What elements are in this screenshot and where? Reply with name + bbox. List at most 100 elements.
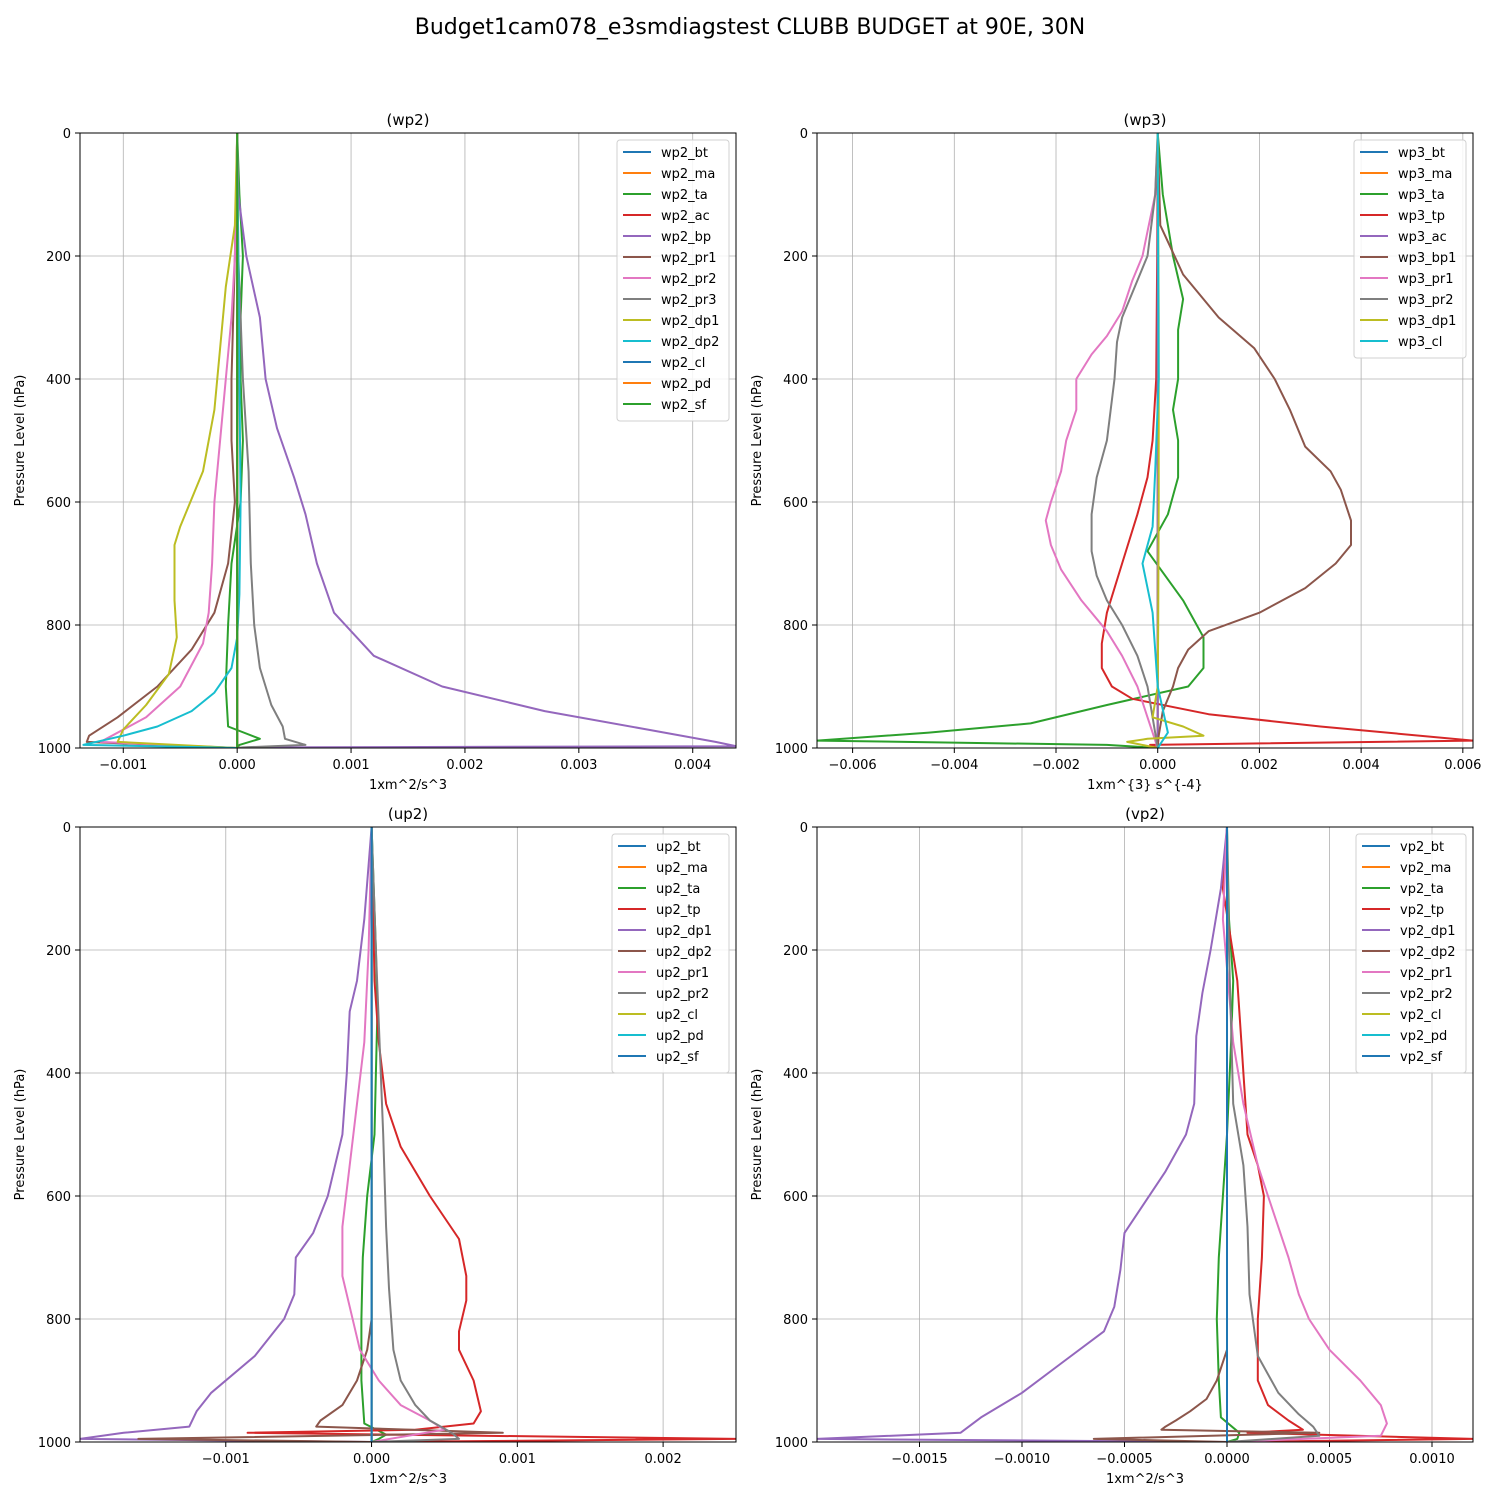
legend-label-wp3_dp1: wp3_dp1 — [1398, 314, 1456, 329]
y-tick-label: 0 — [800, 127, 808, 142]
legend-label-wp2_pr2: wp2_pr2 — [661, 272, 717, 287]
series-line-wp2_pr2 — [99, 133, 239, 748]
legend-label-up2_bt: up2_bt — [656, 840, 701, 855]
y-tick-label: 800 — [783, 619, 808, 634]
series-line-up2_pr1 — [341, 827, 446, 1442]
legend-label-vp2_pd: vp2_pd — [1400, 1029, 1447, 1044]
x-tick-label: −0.002 — [1032, 758, 1080, 773]
y-axis-label: Pressure Level (hPa) — [750, 375, 765, 507]
series-line-wp3_cl — [1141, 133, 1169, 748]
subplot-title: (vp2) — [1125, 805, 1165, 823]
legend-label-wp3_ta: wp3_ta — [1398, 188, 1445, 203]
subplot-vp2: −0.0015 −0.0010 −0.0005 0.0000 0.0005 0.0010 0… — [750, 805, 1474, 1487]
legend-label-vp2_cl: vp2_cl — [1400, 1008, 1441, 1023]
y-tick-label: 600 — [46, 496, 71, 511]
legend-label-wp2_bp: wp2_bp — [661, 230, 711, 245]
series-line-wp3_pr1 — [1044, 133, 1159, 748]
subplot-wp2: −0.001 0.000 0.001 0.002 0.003 0.004 0 200 400 60… — [13, 111, 737, 793]
x-tick-label: 0.0005 — [1307, 1452, 1353, 1467]
y-tick-label: 600 — [46, 1190, 71, 1205]
y-tick-label: 800 — [46, 619, 71, 634]
series-line-wp2_dp2 — [82, 133, 242, 748]
y-tick-label: 1000 — [775, 742, 808, 757]
legend-label-wp2_ma: wp2_ma — [661, 167, 715, 182]
series-line-wp2_ta — [224, 133, 261, 748]
series-line-wp2_pr3 — [236, 133, 307, 748]
legend-label-up2_cl: up2_cl — [656, 1008, 698, 1023]
y-tick-label: 200 — [46, 944, 71, 959]
legend-label-wp2_dp1: wp2_dp1 — [661, 314, 719, 329]
x-tick-label: 0.006 — [1444, 758, 1481, 773]
x-tick-label: 0.003 — [560, 758, 597, 773]
series-group — [817, 133, 1473, 748]
legend-label-wp3_pr2: wp3_pr2 — [1398, 293, 1454, 308]
x-tick-label: −0.0010 — [994, 1452, 1050, 1467]
legend-label-up2_dp1: up2_dp1 — [656, 924, 712, 939]
series-line-vp2_dp2 — [1092, 827, 1321, 1442]
y-tick-label: 800 — [783, 1313, 808, 1328]
axes-frame — [79, 132, 737, 749]
series-line-vp2_ta — [1215, 827, 1241, 1442]
series-line-up2_dp1 — [80, 827, 373, 1442]
series-line-vp2_pr1 — [1221, 827, 1388, 1442]
legend-label-up2_ma: up2_ma — [656, 861, 708, 876]
legend: wp3_bt wp3_ma wp3_ta wp3_tp wp3_ac wp3_bp1 wp3… — [1353, 139, 1467, 359]
legend-label-wp2_bt: wp2_bt — [661, 146, 708, 161]
legend-label-wp2_pd: wp2_pd — [661, 377, 711, 392]
x-axis-label: 1xm^{3} s^{-4} — [1087, 778, 1203, 793]
legend-box — [616, 139, 730, 422]
legend-label-vp2_sf: vp2_sf — [1400, 1050, 1442, 1065]
axes-frame — [816, 132, 1474, 749]
x-tick-label: −0.0015 — [891, 1452, 947, 1467]
series-line-up2_tp — [246, 827, 736, 1442]
legend-label-up2_pr2: up2_pr2 — [656, 987, 709, 1002]
x-axis-label: 1xm^2/s^3 — [369, 778, 447, 793]
y-tick-label: 600 — [783, 1190, 808, 1205]
legend: vp2_bt vp2_ma vp2_ta vp2_tp vp2_dp1 vp2_dp2vp… — [1355, 833, 1467, 1074]
legend-label-up2_ta: up2_ta — [656, 882, 700, 897]
legend-label-vp2_dp1: vp2_dp1 — [1400, 924, 1456, 939]
series-group — [817, 827, 1473, 1442]
y-axis-label: Pressure Level (hPa) — [13, 1069, 28, 1201]
series-line-up2_pr2 — [370, 827, 460, 1442]
y-tick-label: 0 — [63, 127, 71, 142]
legend-label-wp2_pr1: wp2_pr1 — [661, 251, 717, 266]
series-line-wp2_bp — [236, 133, 736, 748]
legend-label-wp2_ac: wp2_ac — [661, 209, 710, 224]
series-group — [82, 133, 736, 748]
legend-label-vp2_ma: vp2_ma — [1400, 861, 1451, 876]
y-tick-label: 600 — [783, 496, 808, 511]
x-tick-label: 0.001 — [332, 758, 369, 773]
x-tick-label: 0.002 — [446, 758, 483, 773]
legend-label-wp2_cl: wp2_cl — [661, 356, 705, 371]
legend-label-up2_pr1: up2_pr1 — [656, 966, 709, 981]
y-tick-label: 0 — [63, 821, 71, 836]
legend-label-up2_tp: up2_tp — [656, 903, 701, 918]
legend-label-vp2_tp: vp2_tp — [1400, 903, 1444, 918]
x-tick-label: 0.0000 — [1204, 1452, 1250, 1467]
x-tick-label: 0.000 — [1139, 758, 1176, 773]
y-tick-label: 0 — [800, 821, 808, 836]
x-tick-label: 0.002 — [645, 1452, 682, 1467]
series-line-wp3_tp — [1100, 133, 1473, 748]
legend-label-wp3_pr1: wp3_pr1 — [1398, 272, 1454, 287]
y-axis-label: Pressure Level (hPa) — [750, 1069, 765, 1201]
legend-label-wp3_ma: wp3_ma — [1398, 167, 1452, 182]
x-tick-label: 0.002 — [1241, 758, 1278, 773]
y-tick-label: 400 — [46, 373, 71, 388]
series-line-wp3_ta — [817, 133, 1205, 748]
subplot-wp3: −0.006 −0.004 −0.002 0.000 0.002 0.004 0.006 0 2… — [750, 111, 1481, 793]
x-tick-label: 0.0010 — [1409, 1452, 1455, 1467]
legend-label-wp3_bt: wp3_bt — [1398, 146, 1445, 161]
x-tick-label: 0.000 — [219, 758, 256, 773]
series-line-wp2_dp1 — [116, 133, 239, 748]
legend-label-up2_sf: up2_sf — [656, 1050, 699, 1065]
legend-label-wp3_tp: wp3_tp — [1398, 209, 1445, 224]
legend-label-wp3_cl: wp3_cl — [1398, 335, 1442, 350]
legend-label-up2_dp2: up2_dp2 — [656, 945, 712, 960]
y-tick-label: 200 — [783, 944, 808, 959]
y-tick-label: 1000 — [38, 742, 71, 757]
x-tick-label: −0.006 — [829, 758, 877, 773]
x-tick-label: −0.004 — [930, 758, 978, 773]
subplot-title: (up2) — [388, 805, 428, 823]
